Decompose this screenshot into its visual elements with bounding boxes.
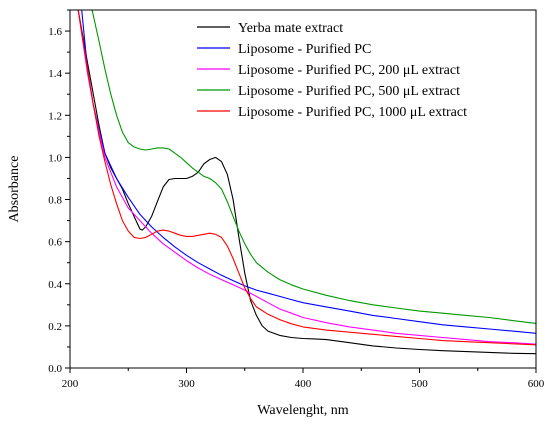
series-line-3 [77, 10, 536, 345]
y-tick-label: 0.2 [48, 321, 62, 333]
legend-label-4: Liposome - Purified PC, 500 μL extract [238, 84, 460, 99]
series-line-1 [77, 10, 536, 355]
series-line-4 [91, 10, 536, 324]
y-tick-label: 0.0 [48, 363, 62, 375]
y-tick-label: 0.6 [48, 237, 62, 249]
legend-label-2: Liposome - Purified PC [238, 42, 371, 57]
x-tick-label: 400 [295, 378, 312, 390]
y-tick-label: 1.6 [48, 26, 62, 38]
x-tick-label: 500 [411, 378, 428, 390]
series-line-2 [81, 10, 536, 334]
y-tick-label: 1.4 [48, 68, 62, 80]
y-tick-label: 0.8 [48, 195, 62, 207]
legend-label-5: Liposome - Purified PC, 1000 μL extract [238, 105, 467, 120]
x-tick-label: 300 [178, 378, 195, 390]
legend: Yerba mate extract Liposome - Purified PC… [197, 21, 467, 120]
y-tick-label: 0.4 [48, 279, 62, 291]
x-axis-title: Wavelenght, nm [257, 403, 349, 418]
legend-label-3: Liposome - Purified PC, 200 μL extract [238, 63, 460, 78]
legend-label-1: Yerba mate extract [238, 21, 343, 36]
y-tick-label: 1.2 [48, 110, 62, 122]
y-axis-title: Absorbance [7, 156, 22, 223]
ticks-layer: 200 300 400 500 600 0.0 0.2 0.4 0.6 0.8 1.0 1.2 1.4 1… [48, 9, 545, 390]
x-tick-label: 200 [62, 378, 79, 390]
series-layer [77, 10, 536, 355]
x-tick-label: 600 [528, 378, 545, 390]
series-line-5 [77, 10, 536, 346]
y-tick-label: 1.0 [48, 152, 62, 164]
